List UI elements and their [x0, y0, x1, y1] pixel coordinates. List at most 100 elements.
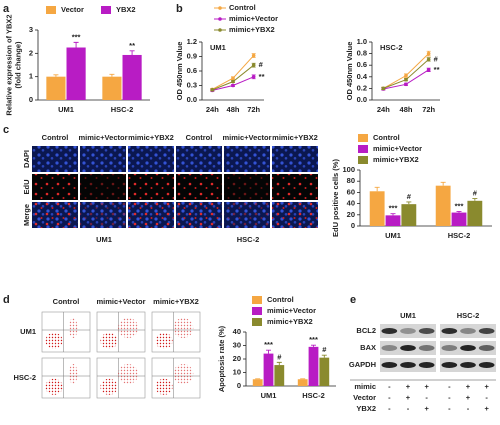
treatment-sign: - — [388, 404, 391, 413]
y-tick-label: 20 — [233, 354, 241, 363]
image-edu — [272, 202, 318, 228]
y-tick-label: 0.6 — [187, 66, 197, 75]
annotation: *** — [389, 204, 398, 213]
row-label: HSC-2 — [13, 373, 36, 382]
bar — [319, 358, 329, 386]
row-label: DAPI — [22, 150, 31, 168]
error-bar — [375, 187, 380, 191]
flow-cluster — [45, 333, 62, 349]
flow-cluster — [100, 379, 117, 395]
legend-label: Control — [229, 3, 256, 12]
treatment-sign: + — [484, 404, 489, 413]
blot-band — [419, 345, 435, 351]
treatment-sign: - — [388, 382, 391, 391]
bar — [467, 201, 482, 226]
y-tick-label: 0 — [237, 381, 241, 390]
legend-label: mimic+YBX2 — [373, 155, 419, 164]
treatment-sign: + — [484, 382, 489, 391]
flow-scatter — [118, 364, 138, 384]
treatment-sign: - — [467, 404, 470, 413]
bar — [67, 48, 86, 101]
bar — [123, 55, 142, 100]
annotation: # — [277, 352, 282, 361]
error-bar — [441, 182, 446, 185]
image-dapi — [128, 146, 174, 172]
blot-band — [460, 345, 476, 351]
treatment-sign: + — [466, 393, 471, 402]
error-bar — [266, 350, 271, 353]
image-dapi — [272, 146, 318, 172]
flow-scatter — [173, 318, 193, 338]
annotation: *** — [72, 32, 81, 41]
y-axis-label: Apoptosis rate (%) — [217, 325, 226, 392]
y-tick-label: 1.2 — [187, 37, 197, 46]
bar — [253, 379, 263, 386]
x-tick-label: HSC-2 — [302, 391, 325, 400]
column-label: mimic+Vector — [97, 297, 146, 306]
image-dapi — [224, 146, 270, 172]
y-tick-label: 2 — [29, 48, 33, 57]
bar — [102, 77, 121, 100]
blot-band — [400, 362, 416, 368]
x-tick-label: HSC-2 — [111, 105, 134, 114]
panel-label: c — [3, 124, 9, 136]
treatment-sign: - — [448, 382, 451, 391]
annotation: # — [322, 345, 327, 354]
blot-band — [479, 328, 495, 334]
legend-label: Control — [267, 295, 294, 304]
y-tick-label: 100 — [342, 165, 355, 174]
treatment-sign: + — [424, 404, 429, 413]
y-axis-label: (fold change) — [13, 41, 22, 89]
y-tick-label: 0.4 — [357, 72, 368, 81]
x-tick-label: UM1 — [58, 105, 74, 114]
treatment-sign: - — [448, 393, 451, 402]
bar — [370, 191, 385, 226]
y-tick-label: 10 — [233, 367, 241, 376]
error-bar — [406, 202, 411, 204]
error-bar — [391, 214, 396, 216]
blot-band — [441, 362, 457, 368]
protein-label: GAPDH — [349, 360, 376, 369]
error-bar — [311, 345, 316, 347]
legend-marker — [218, 17, 222, 21]
marker — [252, 54, 256, 58]
treatment-sign: - — [448, 404, 451, 413]
y-tick-label: 40 — [347, 199, 355, 208]
blot-band — [419, 362, 435, 368]
legend-label: mimic+YBX2 — [267, 317, 313, 326]
legend-marker — [218, 6, 222, 10]
legend-swatch — [252, 318, 262, 326]
flow-cluster — [100, 333, 117, 349]
column-label: mimic+YBX2 — [272, 133, 318, 142]
x-tick-label: 24h — [377, 105, 390, 114]
treatment-sign: - — [388, 393, 391, 402]
image-edu — [224, 202, 270, 228]
bar — [436, 186, 451, 226]
annotation: # — [407, 192, 412, 201]
column-label: Control — [42, 133, 69, 142]
error-bar — [53, 75, 58, 77]
blot-band — [441, 345, 457, 351]
panel-label: d — [3, 294, 10, 306]
legend-swatch — [358, 134, 368, 142]
legend-swatch — [252, 307, 262, 315]
legend-marker — [218, 28, 222, 32]
error-bar — [109, 74, 114, 76]
annotation: *** — [455, 201, 464, 210]
y-tick-label: 40 — [233, 327, 241, 336]
y-axis-label: EdU positive cells (%) — [331, 159, 340, 237]
marker — [211, 88, 215, 92]
annotation: *** — [309, 335, 318, 344]
y-tick-label: 0 — [29, 95, 33, 104]
row-label: UM1 — [20, 327, 36, 336]
y-tick-label: 0.2 — [357, 83, 367, 92]
marker — [231, 76, 235, 80]
error-bar — [472, 199, 477, 201]
legend-swatch — [358, 145, 368, 153]
image-edu — [128, 202, 174, 228]
marker — [427, 52, 431, 56]
blot-band — [381, 345, 397, 351]
x-tick-label: 48h — [400, 105, 413, 114]
protein-label: BCL2 — [356, 326, 376, 335]
